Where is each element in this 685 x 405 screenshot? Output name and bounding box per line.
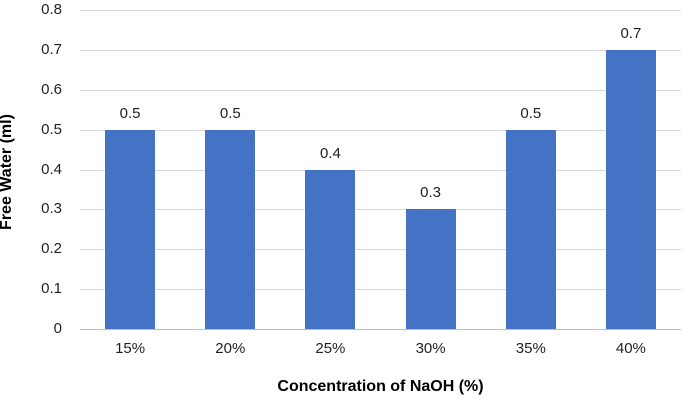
gridline xyxy=(80,10,681,11)
gridline xyxy=(80,249,681,250)
y-tick-label: 0.3 xyxy=(41,200,62,217)
bar xyxy=(505,129,556,329)
gridline xyxy=(80,90,681,91)
data-label: 0.7 xyxy=(620,24,642,42)
gridline xyxy=(80,289,681,290)
x-tick-label: 25% xyxy=(315,340,346,357)
data-label: 0.5 xyxy=(219,104,241,122)
gridline xyxy=(80,130,681,131)
y-tick-label: 0.6 xyxy=(41,81,62,98)
y-tick-label: 0.1 xyxy=(41,280,62,297)
y-tick-label: 0.8 xyxy=(41,1,62,18)
x-tick-label: 15% xyxy=(115,340,146,357)
data-label: 0.5 xyxy=(520,104,542,122)
x-axis-line xyxy=(80,329,681,330)
x-tick-label: 40% xyxy=(615,340,646,357)
bar xyxy=(605,49,656,329)
y-tick-label: 0.7 xyxy=(41,41,62,58)
bar xyxy=(105,129,156,329)
bar xyxy=(405,209,456,329)
y-tick-label: 0 xyxy=(53,320,62,337)
x-tick-label: 30% xyxy=(415,340,446,357)
x-axis-title: Concentration of NaOH (%) xyxy=(277,378,484,395)
x-tick-label: 35% xyxy=(515,340,546,357)
bar xyxy=(205,129,256,329)
gridline xyxy=(80,209,681,210)
gridline xyxy=(80,50,681,51)
y-tick-label: 0.5 xyxy=(41,121,62,138)
x-tick-label: 20% xyxy=(215,340,246,357)
y-tick-label: 0.4 xyxy=(41,161,62,178)
gridline xyxy=(80,170,681,171)
data-label: 0.3 xyxy=(420,184,442,202)
data-label: 0.4 xyxy=(319,144,341,162)
bar xyxy=(305,169,356,329)
data-label: 0.5 xyxy=(119,104,141,122)
y-tick-label: 0.2 xyxy=(41,240,62,257)
